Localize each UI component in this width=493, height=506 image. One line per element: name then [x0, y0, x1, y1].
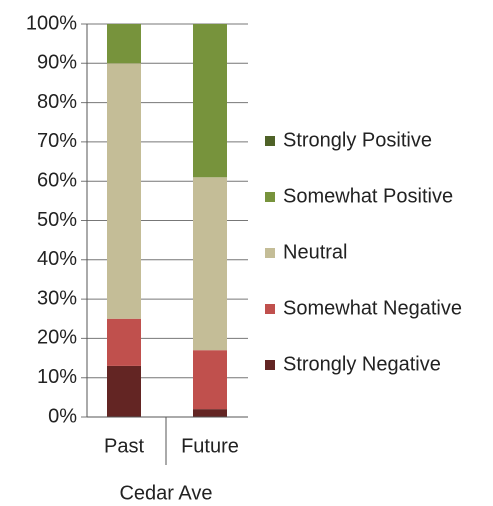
x-axis-title: Cedar Ave: [119, 482, 212, 504]
bar-segment: [193, 350, 227, 410]
y-tick-label: 40%: [37, 248, 77, 270]
y-tick-label: 100%: [26, 12, 77, 34]
legend-label: Strongly Negative: [283, 353, 441, 375]
legend-label: Somewhat Positive: [283, 185, 453, 207]
y-tick-label: 0%: [48, 405, 77, 427]
legend-label: Strongly Positive: [283, 129, 432, 151]
legend-swatch: [265, 136, 275, 146]
y-tick-label: 20%: [37, 327, 77, 349]
legend-label: Neutral: [283, 241, 347, 263]
x-tick-label: Future: [181, 435, 239, 457]
bar-segment: [107, 318, 141, 366]
legend-swatch: [265, 304, 275, 314]
x-tick-label: Past: [104, 435, 144, 457]
y-tick-label: 50%: [37, 209, 77, 231]
y-tick-label: 30%: [37, 287, 77, 309]
bar-segment: [107, 63, 141, 319]
bar-segment: [107, 365, 141, 417]
legend-label: Somewhat Negative: [283, 297, 462, 319]
y-tick-label: 70%: [37, 130, 77, 152]
bar-segment: [193, 409, 227, 417]
y-tick-label: 80%: [37, 91, 77, 113]
bar-segment: [193, 177, 227, 351]
legend-swatch: [265, 248, 275, 258]
legend-swatch: [265, 192, 275, 202]
bar-segment: [193, 24, 227, 178]
y-tick-label: 90%: [37, 52, 77, 74]
y-tick-label: 10%: [37, 366, 77, 388]
legend-swatch: [265, 360, 275, 370]
bar-segment: [107, 24, 141, 64]
y-tick-label: 60%: [37, 169, 77, 191]
